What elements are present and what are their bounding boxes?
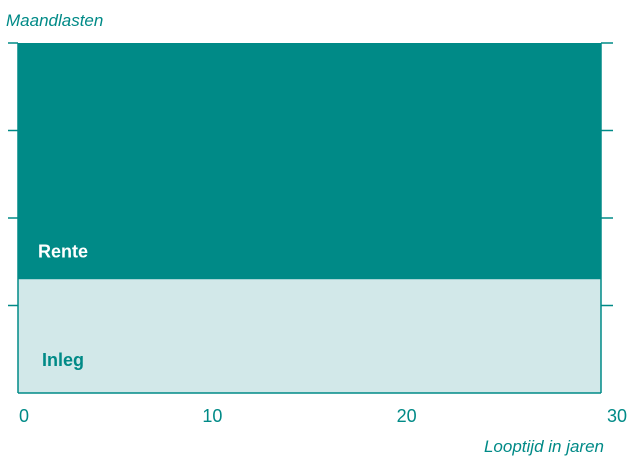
x-tick-label: 10 — [202, 406, 222, 426]
x-tick-label: 30 — [607, 406, 627, 426]
area-inleg — [18, 279, 601, 393]
area-rente — [18, 43, 601, 280]
x-tick-label: 0 — [19, 406, 29, 426]
x-tick-label: 20 — [397, 406, 417, 426]
plot-area: Inleg Rente — [18, 43, 601, 393]
area-label-rente: Rente — [38, 241, 88, 261]
x-axis-label: Looptijd in jaren — [484, 437, 604, 456]
y-axis-label: Maandlasten — [6, 11, 103, 30]
x-axis-ticks: 0 10 20 30 — [19, 406, 627, 426]
area-label-inleg: Inleg — [42, 350, 84, 370]
axes — [8, 42, 613, 394]
